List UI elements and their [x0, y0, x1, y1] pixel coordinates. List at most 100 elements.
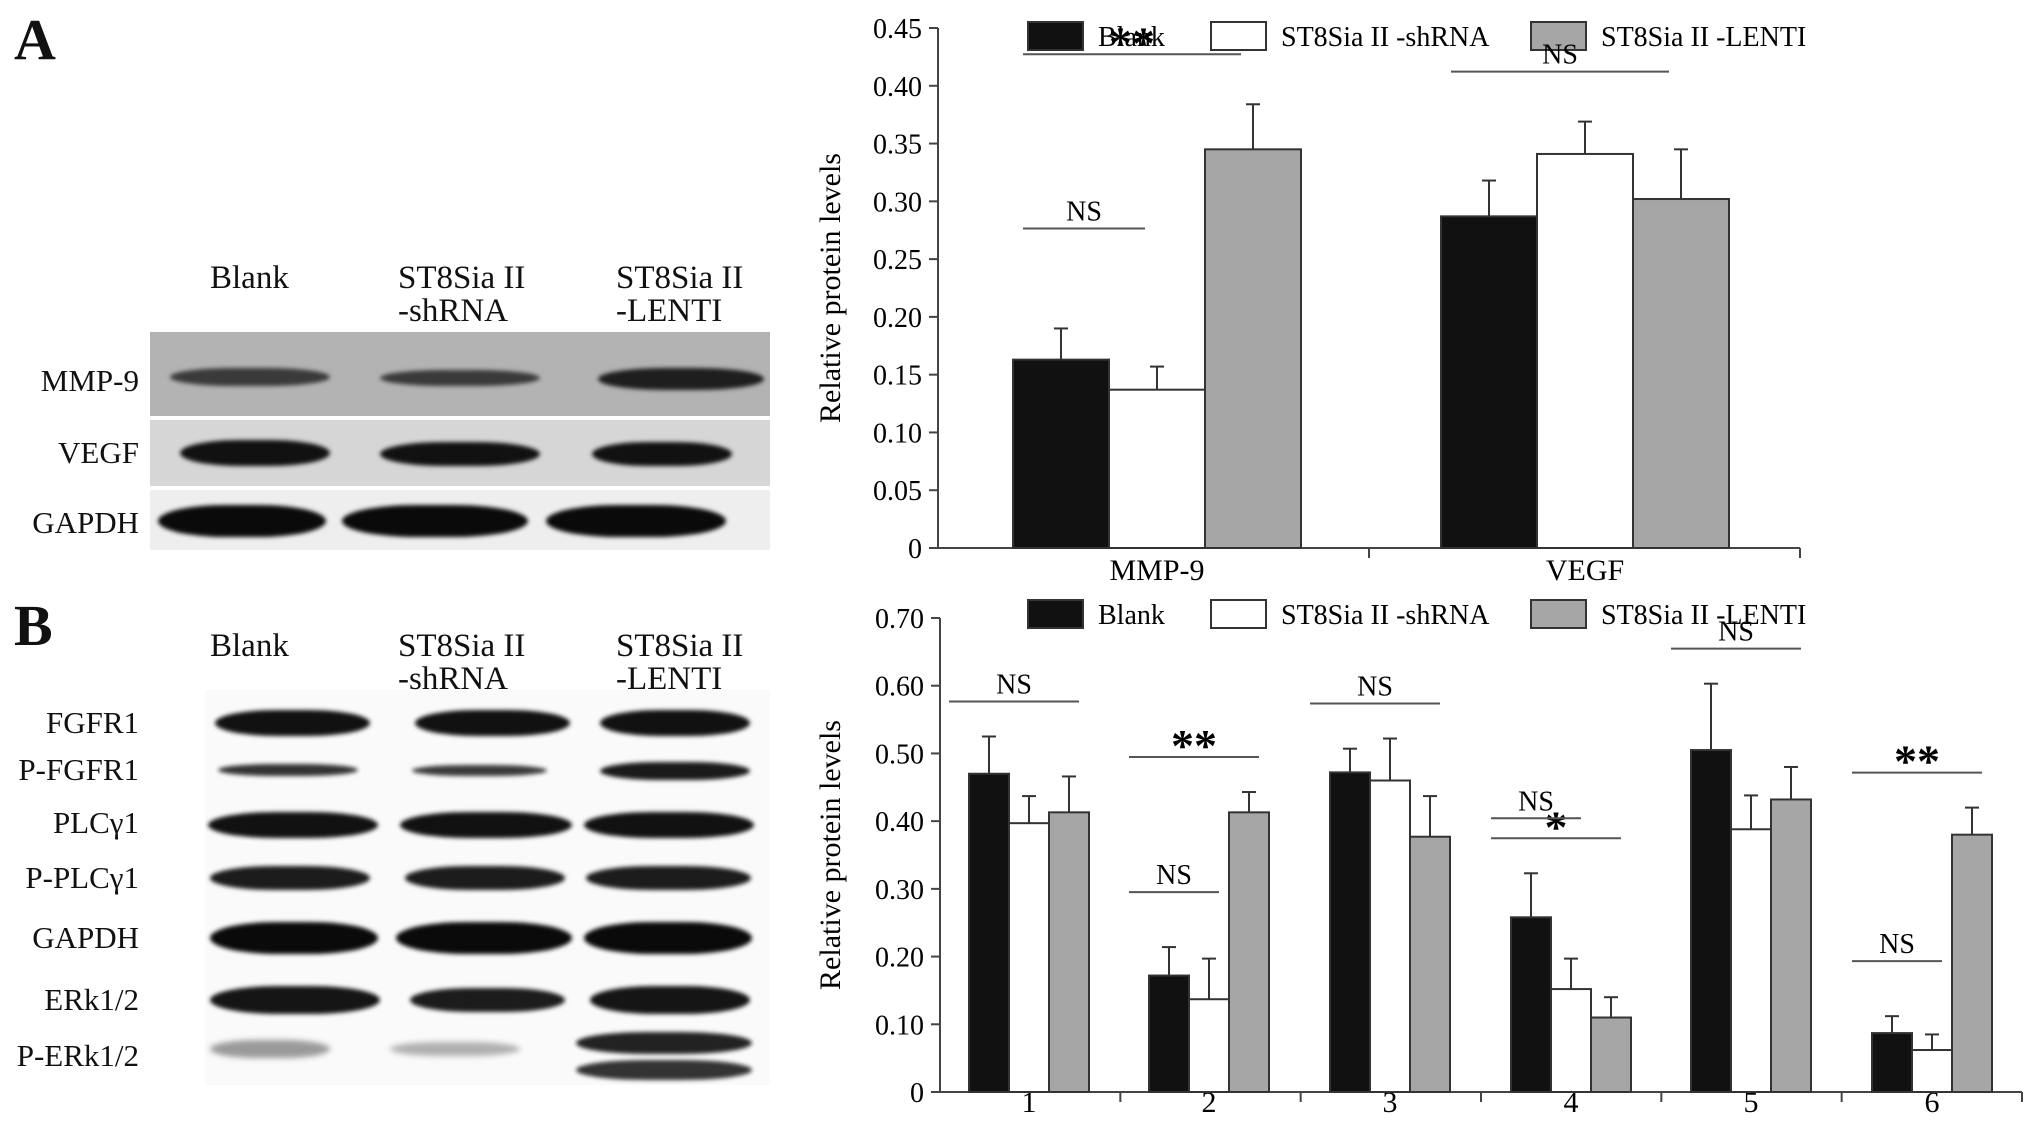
blot-b-row-gapdh: GAPDH	[32, 920, 139, 955]
blot-a-band	[158, 505, 326, 537]
y-tick-label: 0	[910, 1078, 924, 1109]
bar	[1911, 1049, 1953, 1093]
blot-a-band	[180, 440, 330, 466]
blot-b-band	[396, 922, 572, 954]
blot-b-band	[584, 922, 752, 954]
bar	[1008, 822, 1050, 1093]
bar	[1188, 998, 1230, 1094]
significance-stars: *	[1545, 801, 1568, 852]
significance-ns: NS	[1718, 617, 1754, 648]
blot-a-band	[546, 505, 726, 537]
blot-a-lane-shrna: ST8Sia II -shRNA	[398, 260, 526, 329]
blot-b-band	[600, 710, 750, 736]
x-tick-label: VEGF	[1546, 554, 1624, 587]
bar	[1409, 835, 1451, 1094]
significance-ns: NS	[996, 670, 1032, 701]
x-tick-label: 4	[1564, 1086, 1579, 1119]
blot-b-band	[210, 986, 380, 1014]
y-tick-label: 0.20	[875, 943, 924, 974]
blot-b-band	[208, 812, 378, 838]
blot-b-band	[586, 866, 751, 890]
significance-ns: NS	[1879, 929, 1915, 960]
blot-b-band	[576, 1060, 752, 1080]
legend-swatch	[1530, 599, 1587, 629]
y-tick-label: 0.15	[873, 361, 922, 392]
blot-b-row-p-erk12: P-ERk1/2	[16, 1038, 139, 1073]
bar	[968, 772, 1010, 1093]
bar	[1951, 833, 1993, 1094]
y-tick-label: 0.30	[873, 187, 922, 218]
blot-a-row-gapdh: GAPDH	[32, 505, 139, 540]
y-tick-label: 0.40	[873, 72, 922, 103]
blot-b-row-plcg1: PLCγ1	[52, 805, 139, 840]
legend-swatch	[1027, 599, 1084, 629]
blot-b-band	[590, 986, 750, 1014]
blot-b-row-fgfr1: FGFR1	[45, 705, 139, 740]
blot-b-band	[400, 812, 572, 838]
blot-b-lane-blank: Blank	[210, 628, 289, 664]
blot-b-band	[210, 1040, 330, 1058]
legend-label: Blank	[1098, 22, 1165, 53]
significance-ns: NS	[1518, 786, 1554, 817]
y-tick-label: 0.45	[873, 14, 922, 45]
blot-a-band	[170, 368, 330, 386]
panel-b-letter: B	[14, 593, 53, 658]
blot-b-band	[405, 866, 565, 890]
bar	[1012, 358, 1110, 549]
legend-swatch	[1530, 21, 1587, 51]
blot-b-band	[210, 922, 378, 954]
y-tick-label: 0	[908, 534, 922, 565]
significance-stars: **	[1171, 720, 1217, 771]
blot-a-lane-lenti: ST8Sia II -LENTI	[616, 260, 744, 329]
blot-a-band	[380, 442, 540, 466]
legend-swatch	[1210, 599, 1267, 629]
blot-b-row-p-fgfr1: P-FGFR1	[18, 752, 139, 787]
x-tick-label: 3	[1383, 1086, 1398, 1119]
bar	[1108, 388, 1206, 550]
y-tick-label: 0.05	[873, 476, 922, 507]
blot-b-band	[210, 866, 370, 890]
bar	[1871, 1032, 1913, 1094]
bar	[1536, 152, 1634, 549]
bar	[1369, 779, 1411, 1093]
blot-b-band	[415, 710, 570, 736]
blot-a-row-vegf: VEGF	[58, 435, 139, 470]
bar	[1632, 198, 1730, 549]
legend-label: ST8Sia II -LENTI	[1601, 22, 1806, 53]
significance-ns: NS	[1542, 40, 1578, 71]
blot-a-band	[592, 442, 732, 466]
x-tick-label: 6	[1925, 1086, 1940, 1119]
blot-b-band	[584, 812, 754, 838]
blot-b-band	[410, 988, 565, 1012]
x-tick-label: 5	[1744, 1086, 1759, 1119]
blot-a-lane-blank: Blank	[210, 260, 289, 296]
legend-label: ST8Sia II -shRNA	[1281, 22, 1490, 53]
y-tick-label: 0.20	[873, 303, 922, 334]
bar	[1440, 215, 1538, 549]
blot-b-band	[600, 762, 750, 780]
y-axis-label: Relative protein levels	[814, 153, 847, 423]
blot-b-band	[218, 764, 358, 776]
bar	[1590, 1016, 1632, 1093]
bar	[1730, 828, 1772, 1093]
bar	[1048, 811, 1090, 1094]
y-tick-label: 0.50	[875, 739, 924, 770]
blot-b-band	[215, 710, 370, 736]
blot-b-band	[412, 765, 547, 776]
y-tick-label: 0.10	[873, 418, 922, 449]
y-axis-label: Relative protein levels	[814, 720, 847, 990]
blot-a-row-mmp9: MMP-9	[40, 363, 139, 398]
x-tick-label: MMP-9	[1109, 554, 1204, 587]
blot-b-row-p-plcg1: P-PLCγ1	[25, 860, 139, 895]
y-tick-label: 0.25	[873, 245, 922, 276]
y-tick-label: 0.30	[875, 875, 924, 906]
bar	[1550, 988, 1592, 1093]
significance-ns: NS	[1066, 196, 1102, 227]
bar	[1690, 749, 1732, 1093]
blot-a-band	[342, 505, 528, 537]
blot-a-band	[598, 368, 764, 390]
bar	[1204, 148, 1302, 549]
bar	[1329, 771, 1371, 1093]
bar	[1148, 974, 1190, 1094]
